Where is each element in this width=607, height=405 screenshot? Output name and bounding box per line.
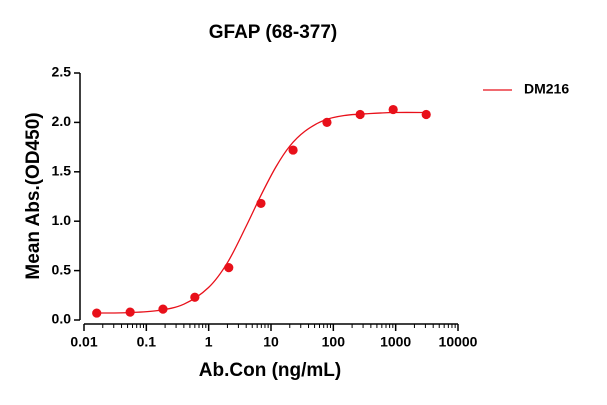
- data-point: [388, 104, 398, 115]
- x-tick-label: 1: [205, 334, 213, 350]
- y-tick-label: 0.0: [52, 311, 72, 327]
- data-point: [322, 117, 332, 127]
- y-tick-label: 1.0: [52, 212, 72, 228]
- data-point: [224, 263, 234, 273]
- data-point: [125, 307, 135, 317]
- data-point: [92, 308, 102, 318]
- x-tick-label: 10: [263, 334, 279, 350]
- chart-title: GFAP (68-377): [209, 22, 337, 43]
- y-tick-label: 2.5: [52, 64, 72, 80]
- data-point: [256, 198, 266, 209]
- y-tick-label: 1.5: [52, 163, 72, 179]
- data-point: [288, 145, 298, 155]
- x-tick-label: 1000: [380, 334, 411, 350]
- fit-curve: [96, 111, 427, 314]
- y-tick-label: 0.5: [52, 261, 72, 277]
- x-tick-label: 10000: [439, 334, 478, 350]
- x-tick-label: 0.01: [70, 334, 97, 350]
- x-axis-label: Ab.Con (ng/mL): [199, 360, 341, 381]
- x-tick-label: 0.1: [137, 334, 157, 350]
- legend-label: DM216: [524, 81, 569, 97]
- y-axis-label: Mean Abs.(OD450): [23, 112, 44, 279]
- x-tick-label: 100: [322, 334, 346, 350]
- data-point: [158, 304, 168, 314]
- data-point: [190, 292, 200, 302]
- y-tick-label: 2.0: [52, 113, 72, 129]
- data-point: [421, 109, 431, 120]
- data-point: [355, 109, 365, 120]
